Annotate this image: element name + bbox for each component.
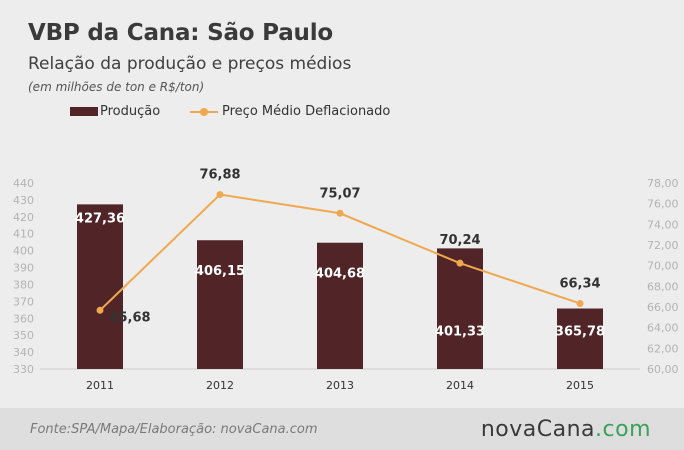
combo-chart: 330 340 350 360 370 380 390 400 410 420 430 440 60,0…: [13, 168, 679, 392]
legend-item-preco: Preço Médio Deflacionado: [190, 104, 390, 119]
y-left-tick-label: 420: [13, 211, 34, 224]
line-value-label: 65,68: [109, 310, 150, 325]
bar-value-label: 401,33: [435, 324, 485, 339]
line-value-label: 70,24: [439, 233, 480, 248]
y-left-tick-label: 400: [13, 245, 34, 258]
x-tick-label: 2013: [326, 379, 354, 392]
legend-item-producao: Produção: [70, 104, 160, 119]
bar-value-label: 406,15: [195, 264, 245, 279]
line-value-label: 76,88: [199, 168, 240, 183]
price-point: [456, 259, 464, 267]
y-left-tick-label: 370: [13, 295, 34, 308]
line-value-label: 66,34: [559, 276, 600, 291]
y-right-tick-label: 60,00: [647, 363, 679, 376]
bar: [197, 240, 243, 369]
legend-bar-swatch: [70, 107, 98, 116]
legend-label-preco: Preço Médio Deflacionado: [222, 104, 391, 119]
y-left-tick-label: 440: [13, 177, 34, 190]
y-right-tick-label: 64,00: [647, 322, 679, 335]
x-tick-label: 2011: [86, 379, 114, 392]
y-right-tick-label: 70,00: [647, 260, 679, 273]
y-left-tick-label: 410: [13, 228, 34, 241]
y-left-tick-label: 350: [13, 329, 34, 342]
bar: [317, 242, 363, 369]
bar-value-label: 365,78: [555, 324, 605, 339]
y-right-tick-label: 66,00: [647, 301, 679, 314]
bar-value-label: 427,36: [75, 211, 125, 226]
x-tick-label: 2014: [446, 379, 474, 392]
y-left-tick-label: 360: [13, 312, 34, 325]
price-point: [216, 191, 224, 199]
bar-value-label: 404,68: [315, 267, 365, 282]
brand-name: novaCana: [480, 417, 596, 442]
y-right-tick-label: 68,00: [647, 280, 679, 293]
y-left-tick-label: 330: [13, 363, 34, 376]
y-left-tick-label: 340: [13, 346, 34, 359]
y-right-tick-label: 74,00: [647, 218, 679, 231]
x-tick-label: 2012: [206, 379, 234, 392]
bar: [557, 308, 603, 369]
footer: Fonte:SPA/Mapa/Elaboração: novaCana.com …: [0, 408, 684, 450]
source-note: Fonte:SPA/Mapa/Elaboração: novaCana.com: [30, 422, 318, 437]
y-right-tick-label: 76,00: [647, 198, 679, 211]
line-value-label: 75,07: [319, 186, 360, 201]
price-point: [96, 306, 104, 314]
x-tick-label: 2015: [566, 379, 594, 392]
y-left-tick-label: 390: [13, 262, 34, 275]
price-point: [336, 209, 344, 217]
brand-domain: .com: [595, 417, 651, 442]
legend-label-producao: Produção: [100, 104, 161, 119]
chart-subtitle: Relação da produção e preços médios: [28, 54, 352, 74]
y-left-tick-label: 430: [13, 194, 34, 207]
y-right-tick-label: 62,00: [647, 342, 679, 355]
legend-line-swatch: [190, 106, 218, 118]
y-left-tick-label: 380: [13, 278, 34, 291]
price-point: [576, 299, 584, 307]
y-right-tick-label: 72,00: [647, 239, 679, 252]
brand-logo: novaCana.com: [481, 417, 651, 442]
y-right-tick-label: 78,00: [647, 177, 679, 190]
chart-title: VBP da Cana: São Paulo: [28, 20, 333, 46]
units-note: (em milhões de ton e R$/ton): [28, 80, 205, 94]
bar: [77, 204, 123, 369]
